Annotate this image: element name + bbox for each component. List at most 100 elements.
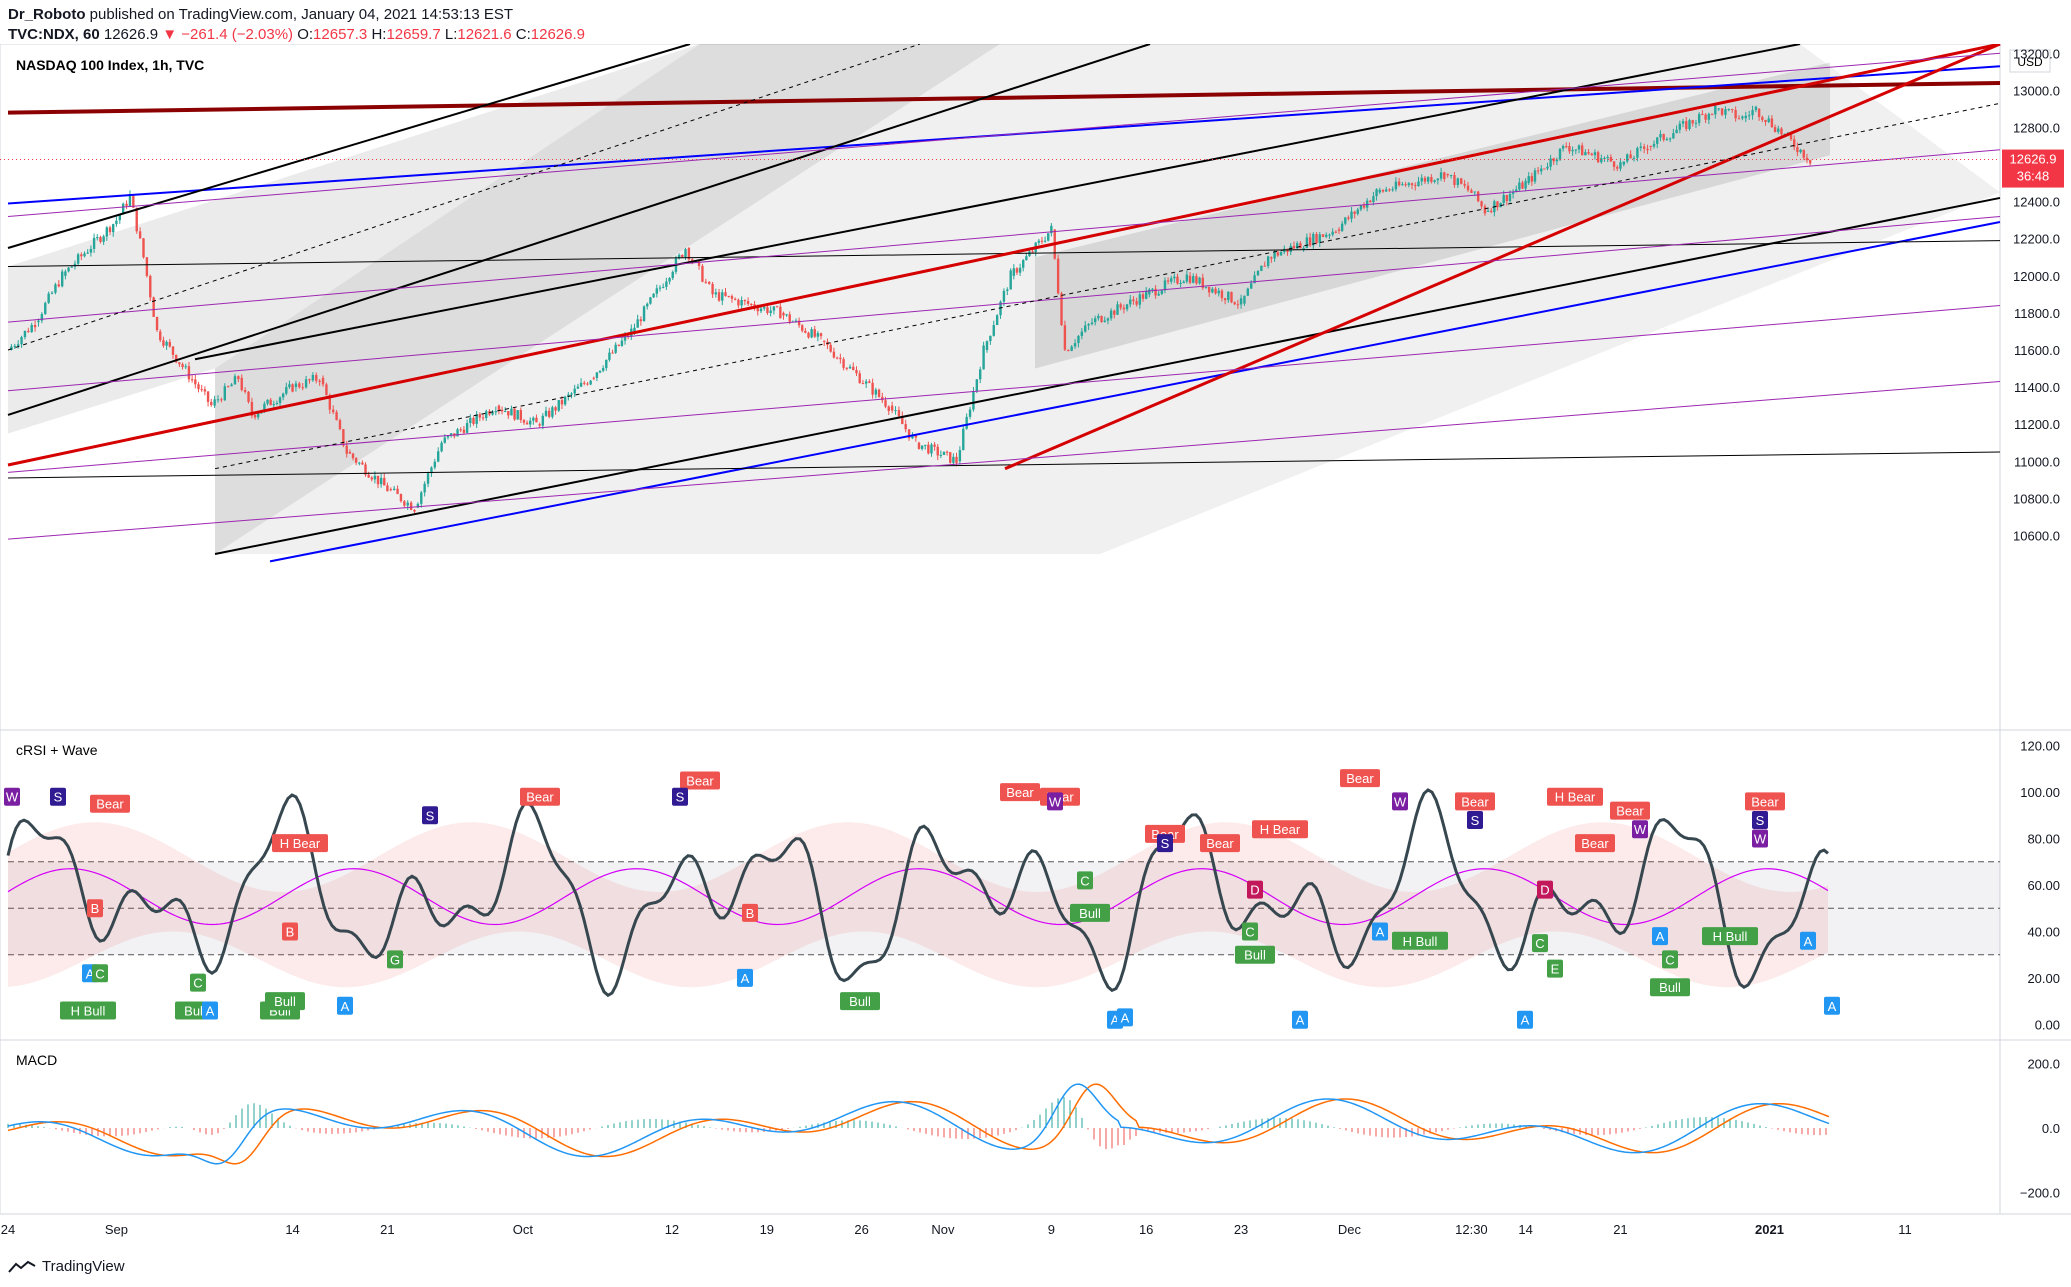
candle-body: [379, 477, 383, 485]
candle-body: [1619, 162, 1622, 169]
published-text: published on TradingView.com, January 04…: [85, 6, 514, 23]
crsi-signal-label: B: [286, 924, 295, 939]
crsi-signal-label: C: [193, 976, 202, 991]
candle-body: [864, 381, 868, 384]
trend-line-purple-4: [7, 304, 2001, 473]
candle-body: [396, 488, 399, 495]
candle-body: [503, 411, 507, 413]
candle-body: [494, 411, 497, 413]
candle-body: [491, 412, 494, 415]
trend-line-purple-1: [7, 52, 2001, 217]
candle-body: [769, 310, 772, 314]
candle-body: [1022, 260, 1025, 268]
candle-body: [370, 477, 373, 480]
candle-body: [646, 303, 649, 307]
candle-body: [263, 403, 266, 411]
candle-body: [907, 429, 911, 439]
candle-body: [338, 420, 342, 430]
candle-body: [1006, 289, 1009, 291]
candle-body: [1508, 194, 1512, 201]
currency-box[interactable]: [2009, 49, 2051, 73]
tradingview-logo[interactable]: TradingView: [8, 1258, 125, 1275]
candle-body: [1600, 158, 1603, 163]
crsi-signal-label: A: [341, 999, 350, 1014]
candle-body: [33, 324, 37, 328]
candle-body: [1720, 108, 1724, 115]
trend-line-red-2: [1004, 44, 2001, 471]
candle-body: [190, 379, 194, 381]
crsi-signal-label: H Bull: [1713, 929, 1748, 944]
candle-body: [409, 502, 413, 510]
candle-body: [532, 417, 535, 421]
candle-body: [1106, 318, 1110, 321]
time-tick-label: 12: [665, 1222, 679, 1237]
candle-body: [92, 237, 96, 249]
price-pane[interactable]: NASDAQ 100 Index, 1h, TVC USD 10600.0 108…: [0, 44, 2064, 563]
candle-body: [1606, 156, 1609, 159]
candle-body: [54, 284, 57, 293]
macd-pane[interactable]: MACD −200.0 0.0 200.0: [7, 1052, 2060, 1201]
candle-body: [979, 369, 982, 380]
candle-body: [325, 384, 328, 396]
candle-body: [1002, 290, 1006, 302]
candle-body: [930, 444, 933, 454]
crsi-signal-label-bg: [1547, 959, 1563, 978]
candle-body: [1227, 291, 1230, 301]
candle-body: [1132, 299, 1135, 302]
candle-body: [750, 304, 753, 306]
crsi-signal-label-bg: [1235, 945, 1275, 964]
candle-body: [1609, 156, 1613, 162]
candle-body: [20, 337, 23, 345]
candle-body: [10, 346, 13, 350]
candle-body: [1070, 346, 1073, 351]
candle-body: [942, 451, 946, 455]
candle-body: [1063, 325, 1067, 350]
candle-body: [1113, 310, 1116, 315]
crsi-signal-label-bg: [840, 992, 880, 1011]
macd-pane-title: MACD: [16, 1052, 57, 1068]
candle-body: [1305, 237, 1309, 248]
candle-body: [1527, 176, 1530, 184]
crsi-signal-label: A: [741, 971, 750, 986]
candle-body: [1347, 217, 1350, 219]
candle-body: [1067, 350, 1070, 351]
candle-body: [373, 475, 377, 480]
candle-body: [1397, 181, 1401, 186]
candle-body: [27, 330, 30, 333]
candle-body: [433, 461, 437, 468]
candle-body: [816, 333, 820, 337]
candle-body: [1381, 189, 1385, 192]
crsi-signal-label-bg: [1145, 824, 1185, 843]
high-value: 12659.7: [386, 26, 441, 43]
candle-body: [894, 410, 897, 412]
author-name[interactable]: Dr_Roboto: [8, 6, 86, 23]
crsi-signal-label-bg: [282, 922, 298, 941]
candle-body: [516, 410, 519, 420]
candle-body: [1157, 293, 1160, 296]
candle-body: [1518, 182, 1521, 190]
candle-body: [138, 231, 142, 239]
candle-body: [1449, 174, 1453, 176]
crsi-signal-label: A: [1656, 929, 1665, 944]
candle-body: [406, 502, 409, 506]
crsi-pane-title: cRSI + Wave: [16, 742, 98, 758]
crsi-signal-label-bg: [1372, 922, 1388, 941]
chart-canvas[interactable]: NASDAQ 100 Index, 1h, TVC USD 10600.0 108…: [0, 44, 2071, 1250]
candle-body: [671, 271, 674, 279]
candle-body: [132, 196, 135, 208]
candle-body: [855, 370, 858, 374]
candle-body: [102, 236, 105, 242]
time-tick-label: 23: [1234, 1222, 1248, 1237]
candle-body: [1344, 217, 1347, 224]
candle-body: [623, 335, 627, 341]
candle-body: [187, 366, 191, 380]
candle-body: [633, 327, 636, 332]
candle-body: [1764, 119, 1767, 122]
candle-body: [76, 254, 80, 264]
crsi-signal-label-bg: [737, 968, 753, 987]
crsi-signal-label-bg: [742, 903, 758, 922]
candle-body: [485, 411, 488, 419]
candle-body: [1805, 157, 1809, 161]
candle-body: [223, 386, 226, 401]
